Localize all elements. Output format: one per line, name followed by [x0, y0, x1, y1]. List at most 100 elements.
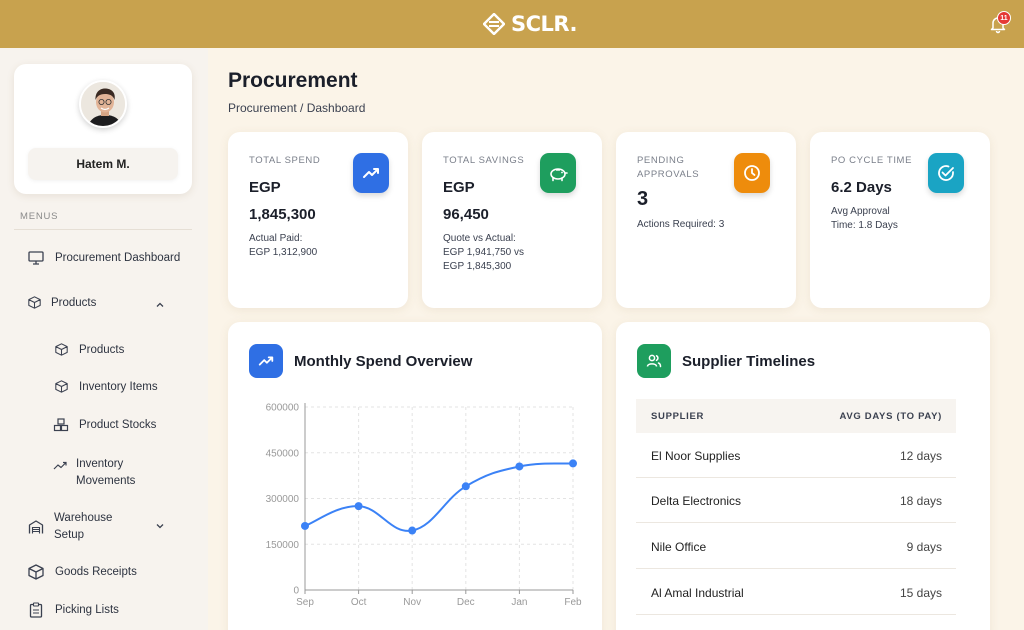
avatar[interactable] [79, 80, 127, 128]
piggy-bank-icon [540, 153, 576, 193]
y-tick-label: 300000 [266, 494, 300, 505]
sidebar-item-products[interactable]: Products [55, 343, 124, 356]
kpi-value-amount: 1,845,300 [249, 206, 316, 223]
column-header-supplier[interactable]: SUPPLIER [651, 411, 705, 422]
kpi-sub-line3: EGP 1,845,300 [443, 261, 512, 272]
kpi-sub-line2: EGP 1,312,900 [249, 247, 318, 258]
chevron-down-icon[interactable] [155, 521, 165, 531]
kpi-card-total-spend[interactable]: TOTAL SPEND EGP 1,845,300 Actual Paid: E… [228, 132, 408, 308]
x-tick-label: Feb [564, 597, 582, 608]
monthly-spend-card: Monthly Spend Overview 0 150000 300000 4500… [228, 322, 602, 630]
kpi-sub-line1: Actual Paid: [249, 233, 303, 244]
sidebar-item-label-line1: Inventory [76, 458, 124, 470]
data-point [569, 459, 577, 468]
sidebar-item-label: Inventory Items [79, 380, 158, 393]
kpi-value-currency: EGP [249, 179, 281, 196]
sidebar-item-warehouse-setup[interactable]: Warehouse Setup [28, 510, 112, 544]
sidebar: Hatem M. MENUS Procurement Dashboard Pro… [0, 48, 208, 630]
table-row[interactable]: Delta Electronics 18 days [636, 478, 956, 523]
y-tick-label: 150000 [266, 540, 300, 551]
kpi-card-total-savings[interactable]: TOTAL SAVINGS EGP 96,450 Quote vs Actual… [422, 132, 602, 308]
supplier-days: 12 days [899, 449, 942, 463]
menu-divider [14, 229, 192, 230]
table-row[interactable]: Nile Office 9 days [636, 524, 956, 569]
data-point [301, 521, 309, 530]
x-tick-label: Dec [457, 597, 475, 608]
y-tick-label: 0 [293, 586, 299, 597]
profile-name[interactable]: Hatem M. [28, 148, 178, 180]
box-icon [55, 343, 68, 356]
table-row[interactable]: Al Amal Industrial 15 days [636, 570, 956, 615]
chart-title: Monthly Spend Overview [294, 353, 473, 370]
data-point [515, 462, 524, 471]
sidebar-item-goods-receipts[interactable]: Goods Receipts [28, 564, 137, 580]
kpi-value-amount: 96,450 [443, 206, 489, 223]
sidebar-item-label-line2: Setup [54, 529, 85, 541]
kpi-value-days: 6.2 Days [831, 179, 892, 196]
notification-badge: 11 [997, 11, 1011, 25]
sidebar-item-product-stocks[interactable]: Product Stocks [53, 418, 156, 432]
kpi-sub-line2: EGP 1,941,750 vs [443, 247, 524, 258]
avatar-image [81, 82, 125, 126]
trend-up-icon [353, 153, 389, 193]
x-tick-label: Oct [351, 597, 367, 608]
chevron-up-icon[interactable] [155, 300, 165, 310]
spend-series-line [304, 462, 574, 532]
kpi-label: PO CYCLE TIME [831, 155, 913, 166]
x-tick-label: Nov [403, 597, 421, 608]
sidebar-item-label: Products [79, 343, 125, 356]
table-row[interactable]: El Noor Supplies 12 days [636, 433, 956, 478]
sidebar-item-label: Product Stocks [79, 419, 157, 431]
clipboard-icon [29, 602, 43, 618]
supplier-name: Nile Office [651, 540, 707, 554]
supplier-days: 9 days [906, 540, 942, 554]
kpi-label: TOTAL SPEND [249, 155, 321, 166]
check-circle-icon [928, 153, 964, 193]
logo-text: SCLR. [511, 12, 577, 36]
app-logo[interactable]: SCLR. [483, 11, 577, 37]
kpi-label-line1: PENDING [637, 155, 685, 166]
kpi-value-currency: EGP [443, 179, 475, 196]
y-tick-label: 450000 [266, 448, 300, 459]
column-header-avg-days[interactable]: AVG DAYS (TO PAY) [839, 411, 942, 422]
box-icon [55, 380, 68, 393]
monitor-icon [28, 251, 44, 265]
kpi-label: PENDING APPROVALS [637, 154, 699, 182]
warehouse-icon [28, 520, 44, 534]
profile-card: Hatem M. [14, 64, 192, 194]
kpi-card-pending-approvals[interactable]: PENDING APPROVALS 3 Actions Required: 3 [616, 132, 796, 308]
sidebar-item-inventory-movements[interactable]: Inventory Movements [53, 456, 135, 490]
page-title: Procurement [228, 69, 358, 92]
x-tick-label: Jan [511, 597, 527, 608]
sidebar-item-procurement-dashboard[interactable]: Procurement Dashboard [28, 250, 180, 266]
y-tick-label: 600000 [266, 403, 300, 414]
kpi-sub-line1: Actions Required: 3 [637, 219, 725, 230]
sidebar-item-picking-lists[interactable]: Picking Lists [28, 602, 119, 618]
supplier-timelines-card: Supplier Timelines SUPPLIER AVG DAYS (TO… [616, 322, 990, 630]
spend-line-chart[interactable]: 0 150000 300000 450000 600000 Sep Oct Nov Dec Jan… [228, 322, 602, 622]
x-tick-label: Sep [296, 597, 314, 608]
kpi-sub-line1: Avg Approval [831, 206, 890, 217]
box-icon [28, 564, 44, 580]
supplier-name: Delta Electronics [651, 494, 742, 508]
menus-label: MENUS [20, 211, 59, 222]
sidebar-item-inventory-items[interactable]: Inventory Items [55, 380, 158, 393]
data-point [408, 526, 417, 535]
kpi-value-count: 3 [637, 188, 649, 210]
breadcrumb[interactable]: Procurement / Dashboard [228, 101, 366, 115]
box-icon [28, 296, 41, 309]
supplier-table-header: SUPPLIER AVG DAYS (TO PAY) [636, 399, 956, 433]
kpi-label-line2: APPROVALS [637, 169, 700, 180]
data-point [354, 502, 363, 511]
sidebar-item-products-group[interactable]: Products [28, 296, 96, 309]
kpi-card-po-cycle-time[interactable]: PO CYCLE TIME 6.2 Days Avg Approval Time… [810, 132, 990, 308]
boxes-icon [53, 418, 69, 432]
supplier-name: Al Amal Industrial [651, 586, 744, 600]
sidebar-item-label-line1: Warehouse [54, 512, 113, 524]
sidebar-item-label: Picking Lists [55, 604, 119, 616]
sidebar-item-label: Procurement Dashboard [55, 252, 181, 264]
kpi-sub-line1: Quote vs Actual: [443, 233, 516, 244]
supplier-title: Supplier Timelines [682, 353, 816, 370]
kpi-label: TOTAL SAVINGS [443, 155, 525, 166]
sidebar-item-label: Goods Receipts [55, 566, 137, 578]
